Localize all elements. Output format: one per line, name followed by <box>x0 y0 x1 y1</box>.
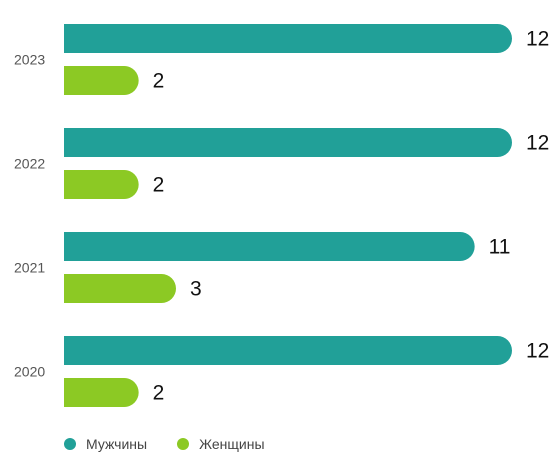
value-label-men-2023: 12 <box>526 28 549 51</box>
value-label-women-2022: 2 <box>153 174 165 197</box>
value-label-men-2022: 12 <box>526 132 549 155</box>
bar-women-2020 <box>64 378 139 407</box>
bar-men-2020 <box>64 336 512 365</box>
legend-label-women: Женщины <box>199 436 264 452</box>
value-label-women-2021: 3 <box>190 278 202 301</box>
bar-women-2022 <box>64 170 139 199</box>
value-label-men-2021: 11 <box>489 236 511 259</box>
legend: Мужчины Женщины <box>64 436 265 452</box>
legend-dot-men <box>64 438 76 450</box>
year-label-2020: 2020 <box>14 364 45 380</box>
bar-women-2021 <box>64 274 176 303</box>
value-label-women-2020: 2 <box>153 382 165 405</box>
legend-item-men: Мужчины <box>64 436 147 452</box>
bar-women-2023 <box>64 66 139 95</box>
year-label-2022: 2022 <box>14 156 45 172</box>
value-label-men-2020: 12 <box>526 340 549 363</box>
legend-label-men: Мужчины <box>86 436 147 452</box>
value-label-women-2023: 2 <box>153 70 165 93</box>
year-label-2021: 2021 <box>14 260 45 276</box>
bar-men-2021 <box>64 232 475 261</box>
bar-men-2023 <box>64 24 512 53</box>
legend-item-women: Женщины <box>177 436 264 452</box>
legend-dot-women <box>177 438 189 450</box>
bar-men-2022 <box>64 128 512 157</box>
year-label-2023: 2023 <box>14 52 45 68</box>
